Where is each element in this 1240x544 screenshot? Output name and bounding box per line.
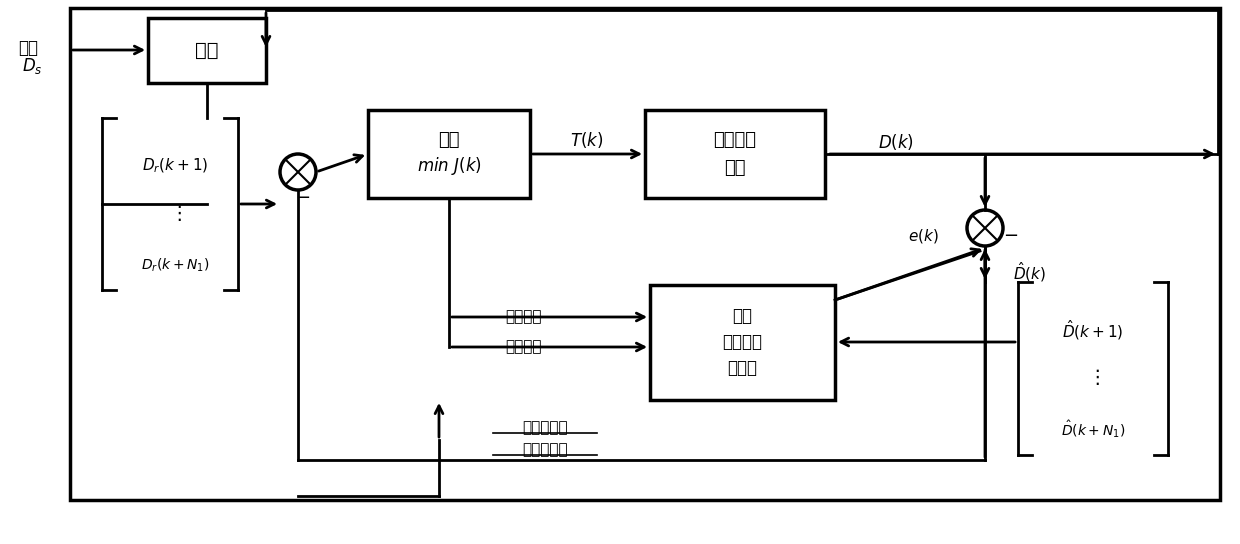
Text: $\hat{D}(k+N_1)$: $\hat{D}(k+N_1)$: [1061, 418, 1125, 440]
Text: $\vdots$: $\vdots$: [169, 203, 181, 223]
Text: $T(k)$: $T(k)$: [570, 130, 604, 150]
Bar: [368, 110, 529, 198]
Text: 过程: 过程: [724, 159, 745, 177]
Text: 未来控制: 未来控制: [505, 339, 542, 355]
Text: 柔化: 柔化: [195, 40, 218, 59]
Text: 优化: 优化: [438, 131, 460, 149]
Text: $D(k)$: $D(k)$: [878, 132, 914, 152]
Text: −: −: [295, 189, 310, 207]
Text: 稀疏自动: 稀疏自动: [722, 333, 763, 351]
Text: 过去的控制: 过去的控制: [522, 421, 568, 436]
Text: 设定: 设定: [19, 39, 38, 57]
Text: −: −: [1003, 227, 1018, 245]
Text: $D_r(k+N_1)$: $D_r(k+N_1)$: [140, 256, 210, 274]
Text: 晶体生长: 晶体生长: [713, 131, 756, 149]
Text: $D_r(k+1)$: $D_r(k+1)$: [141, 157, 208, 175]
Text: 编码器: 编码器: [727, 359, 756, 377]
Text: min $J(k)$: min $J(k)$: [417, 155, 481, 177]
Bar: [148, 18, 267, 83]
Text: $e(k)$: $e(k)$: [908, 227, 939, 245]
Text: $\hat{D}(k)$: $\hat{D}(k)$: [1013, 260, 1047, 284]
Text: $D_s$: $D_s$: [22, 56, 42, 76]
Text: 栈式: 栈式: [732, 307, 751, 325]
Text: 输入和输出: 输入和输出: [522, 442, 568, 458]
Text: $\hat{D}(k+1)$: $\hat{D}(k+1)$: [1063, 318, 1123, 342]
Bar: [645, 110, 825, 198]
Text: $\vdots$: $\vdots$: [1086, 367, 1100, 387]
Text: 当前控制: 当前控制: [505, 310, 542, 325]
Bar: [650, 285, 835, 400]
